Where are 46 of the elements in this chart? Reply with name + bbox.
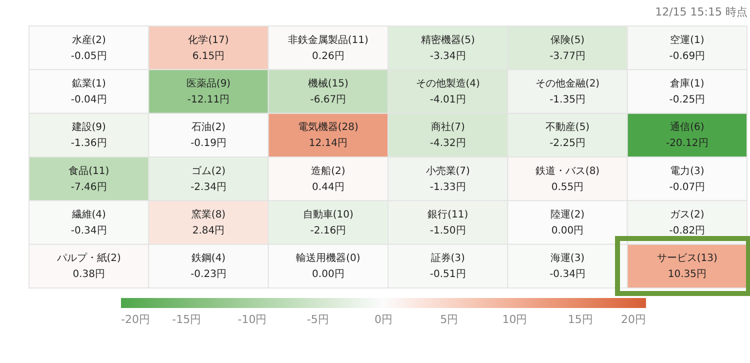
data-label: サービス(13) 10.35円 [656,253,718,280]
color-bar-label: -5円 [306,313,329,326]
data-label: 電力(3) -0.07円 [669,164,706,193]
data-label: 非鉄金属製品(11) 0.26円 [288,34,369,62]
data-label: その他金融(2) -1.35円 [535,78,600,106]
data-label: 空運(1) -0.69円 [669,34,706,62]
data-label: 繊維(4) -0.34円 [70,208,107,236]
data-label: 通信(6) -20.12円 [666,121,708,150]
color-bar-label: -20円 [121,313,150,326]
data-label: 精密機器(5) -3.34円 [420,34,476,62]
data-label: 鉱業(1) -0.04円 [70,78,107,106]
data-label: 不動産(5) -2.25円 [545,121,590,150]
data-label: 海運(3) -0.34円 [550,252,586,280]
color-bar-label: 15円 [568,313,593,326]
data-label: 倉庫(1) -0.25円 [669,78,706,106]
color-bar-label: -15円 [172,313,202,326]
data-label: 電気機器(28) 12.14円 [298,121,359,150]
color-bar-label: 10円 [502,313,528,326]
data-label: 化学(17) 6.15円 [188,34,229,62]
data-label: 銀行(11) -1.50円 [428,210,468,236]
data-label: 窯業(8) 2.84円 [191,208,226,236]
data-label: 商社(7) -4.32円 [430,121,466,150]
data-label: パルプ・紙(2) 0.38円 [56,252,122,280]
data-label: 鉄鋼(4) -0.23円 [190,252,226,280]
data-label: 小売業(7) -1.33円 [426,164,470,193]
data-label: 水産(2) -0.05円 [70,34,107,62]
data-label: 医薬品(9) -12.11円 [186,78,231,106]
data-label: その他製造(4) -4.01円 [416,78,480,106]
data-label: 鉄道・バス(8) 0.55円 [535,164,600,193]
color-bar-label: 0円 [374,313,392,326]
text: 12/15 15:15 時点 [655,6,748,18]
data-label: 石油(2) -0.19円 [190,121,226,150]
data-label: 建設(9) -1.36円 [70,121,107,150]
data-label: 造船(2) 0.44円 [311,164,346,193]
data-label: ゴム(2) -2.34円 [190,164,226,193]
color-bar-label: -10円 [238,313,267,326]
data-label: 輸送用機器(0) 0.00円 [296,252,360,280]
data-label: ガス(2) -0.82円 [669,210,706,236]
data-label: 食品(11) -7.46円 [68,164,110,193]
data-label: 証券(3) -0.51円 [430,252,466,280]
data-label: 陸運(2) 0.00円 [550,208,585,236]
data-label: 機械(15) -6.67円 [308,78,349,106]
color-bar-label: 20円 [621,313,646,326]
data-label: 保険(5) -3.77円 [550,34,586,62]
data-label: 自動車(10) -2.16円 [302,208,354,236]
color-bar-label: 5円 [440,313,458,326]
